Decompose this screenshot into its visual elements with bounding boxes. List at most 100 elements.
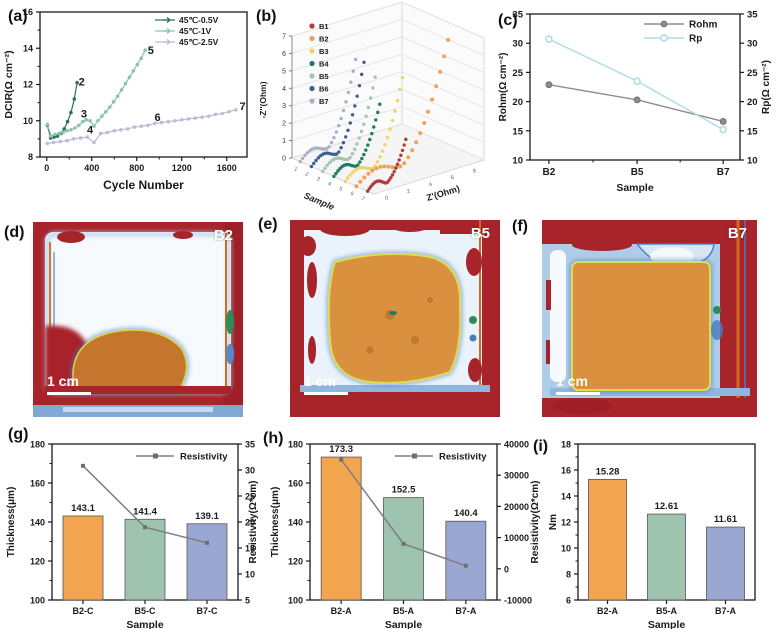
data-point bbox=[73, 126, 77, 130]
grid-line bbox=[291, 1, 403, 37]
y-axis-title-left: Nm bbox=[548, 514, 559, 530]
legend-marker bbox=[309, 23, 315, 29]
data-point bbox=[80, 119, 85, 124]
y-tick-label: 160 bbox=[30, 479, 45, 489]
data-point bbox=[341, 141, 346, 145]
grid-line bbox=[401, 106, 485, 144]
data-point bbox=[372, 125, 376, 129]
y-tick-label-right: 30 bbox=[747, 39, 758, 50]
data-point bbox=[355, 142, 359, 146]
data-point bbox=[348, 121, 352, 125]
data-point bbox=[393, 109, 397, 113]
data-point bbox=[305, 151, 310, 155]
sample-tick-label: 7 bbox=[360, 196, 365, 203]
data-point bbox=[300, 156, 305, 161]
x-axis-title: Cycle Number bbox=[103, 178, 184, 192]
legend-label: B4 bbox=[319, 59, 329, 68]
legend-marker bbox=[309, 35, 315, 42]
x-tick-label: B5-A bbox=[393, 606, 415, 616]
data-point bbox=[186, 117, 191, 121]
y-tick-label: 16 bbox=[561, 466, 571, 476]
data-point bbox=[719, 118, 727, 125]
y-axis-title-left: Thickness(μm) bbox=[6, 487, 17, 558]
data-point bbox=[173, 118, 177, 123]
bar bbox=[124, 518, 166, 601]
data-point bbox=[51, 140, 56, 145]
data-point bbox=[65, 119, 70, 124]
panel-g-thickness-chart: 100 120 140 160 180 Thickness(μm) B2-C B5-C B7-C… bbox=[6, 440, 259, 629]
data-point bbox=[633, 96, 641, 104]
data-point bbox=[387, 178, 391, 182]
y-tick-label-right: 35 bbox=[245, 440, 255, 450]
data-point bbox=[152, 121, 157, 126]
y-tick-label: 140 bbox=[288, 518, 303, 528]
data-point bbox=[400, 148, 405, 153]
bar bbox=[706, 526, 745, 601]
data-point bbox=[343, 179, 347, 184]
thermal-image-b5: B5 1 cm bbox=[290, 220, 500, 417]
data-point bbox=[332, 174, 336, 179]
data-point bbox=[368, 137, 372, 142]
y-tick-label: 35 bbox=[512, 10, 523, 21]
grid-line bbox=[401, 18, 485, 56]
scalebar-text: 1 cm bbox=[556, 373, 588, 389]
grid-line bbox=[291, 123, 403, 159]
x-tick-label: B7 bbox=[717, 167, 730, 178]
data-point bbox=[362, 175, 367, 180]
thermal-art-b5 bbox=[290, 220, 500, 417]
data-point bbox=[96, 118, 100, 123]
data-point bbox=[78, 136, 83, 140]
data-point bbox=[325, 163, 329, 168]
data-point bbox=[303, 153, 307, 158]
data-point bbox=[394, 166, 398, 170]
y-tick-label: 16 bbox=[23, 7, 33, 17]
data-point bbox=[362, 152, 366, 157]
y-tick-label-right: 5 bbox=[245, 596, 250, 606]
grid-line bbox=[291, 88, 403, 124]
data-point bbox=[348, 155, 352, 160]
x-tick-label: B2 bbox=[543, 167, 556, 178]
data-point bbox=[320, 169, 325, 174]
data-point bbox=[382, 164, 387, 169]
scalebar-line bbox=[304, 392, 348, 395]
y-tick-label: 100 bbox=[288, 596, 303, 606]
data-point bbox=[358, 166, 362, 170]
legend-label: 45℃-0.5V bbox=[179, 15, 219, 25]
x-tick-label: B7-C bbox=[196, 606, 218, 616]
data-point bbox=[346, 157, 350, 162]
data-point bbox=[399, 153, 403, 158]
zprime-tick-label: 0 bbox=[384, 195, 389, 202]
data-point bbox=[206, 114, 211, 119]
bar-value-label: 15.28 bbox=[596, 466, 620, 477]
y-tick-label-right: 10 bbox=[245, 570, 255, 580]
y-tick-label-right: -10000 bbox=[504, 596, 532, 606]
data-point bbox=[354, 184, 359, 189]
data-point bbox=[119, 88, 124, 92]
panel-i-nm-chart: 6 8 10 12 14 16 18 Nm B2-A B5-A B7-A Sample 15.28 12.… bbox=[548, 440, 756, 629]
y-axis-title-right: Resistivity(Ω*cm) bbox=[248, 480, 259, 563]
data-point bbox=[350, 113, 355, 117]
data-point bbox=[374, 166, 379, 171]
panel-label-c: (c) bbox=[498, 12, 518, 29]
legend-label: Rohm bbox=[689, 20, 717, 31]
series-line bbox=[46, 49, 146, 137]
legend-label: Resistivity bbox=[180, 452, 228, 463]
y-tick-label-right: 10000 bbox=[504, 533, 529, 543]
data-point bbox=[61, 130, 65, 135]
data-point bbox=[327, 145, 331, 149]
bar-value-label: 11.61 bbox=[714, 514, 738, 525]
data-point bbox=[438, 69, 443, 74]
legend-marker bbox=[309, 60, 315, 67]
x-tick-label: 0 bbox=[44, 163, 49, 173]
data-point bbox=[62, 127, 66, 131]
data-point bbox=[45, 122, 50, 127]
data-point bbox=[357, 136, 361, 140]
thermal-image-b2: B2 1 cm bbox=[33, 222, 243, 417]
annotation: 2 bbox=[79, 77, 85, 89]
data-point bbox=[332, 136, 336, 140]
data-point bbox=[72, 97, 77, 101]
grid-line bbox=[291, 106, 403, 142]
y-tick-label-right: 40000 bbox=[504, 440, 529, 450]
data-point bbox=[349, 80, 353, 84]
y-tick-label: 160 bbox=[288, 479, 303, 489]
